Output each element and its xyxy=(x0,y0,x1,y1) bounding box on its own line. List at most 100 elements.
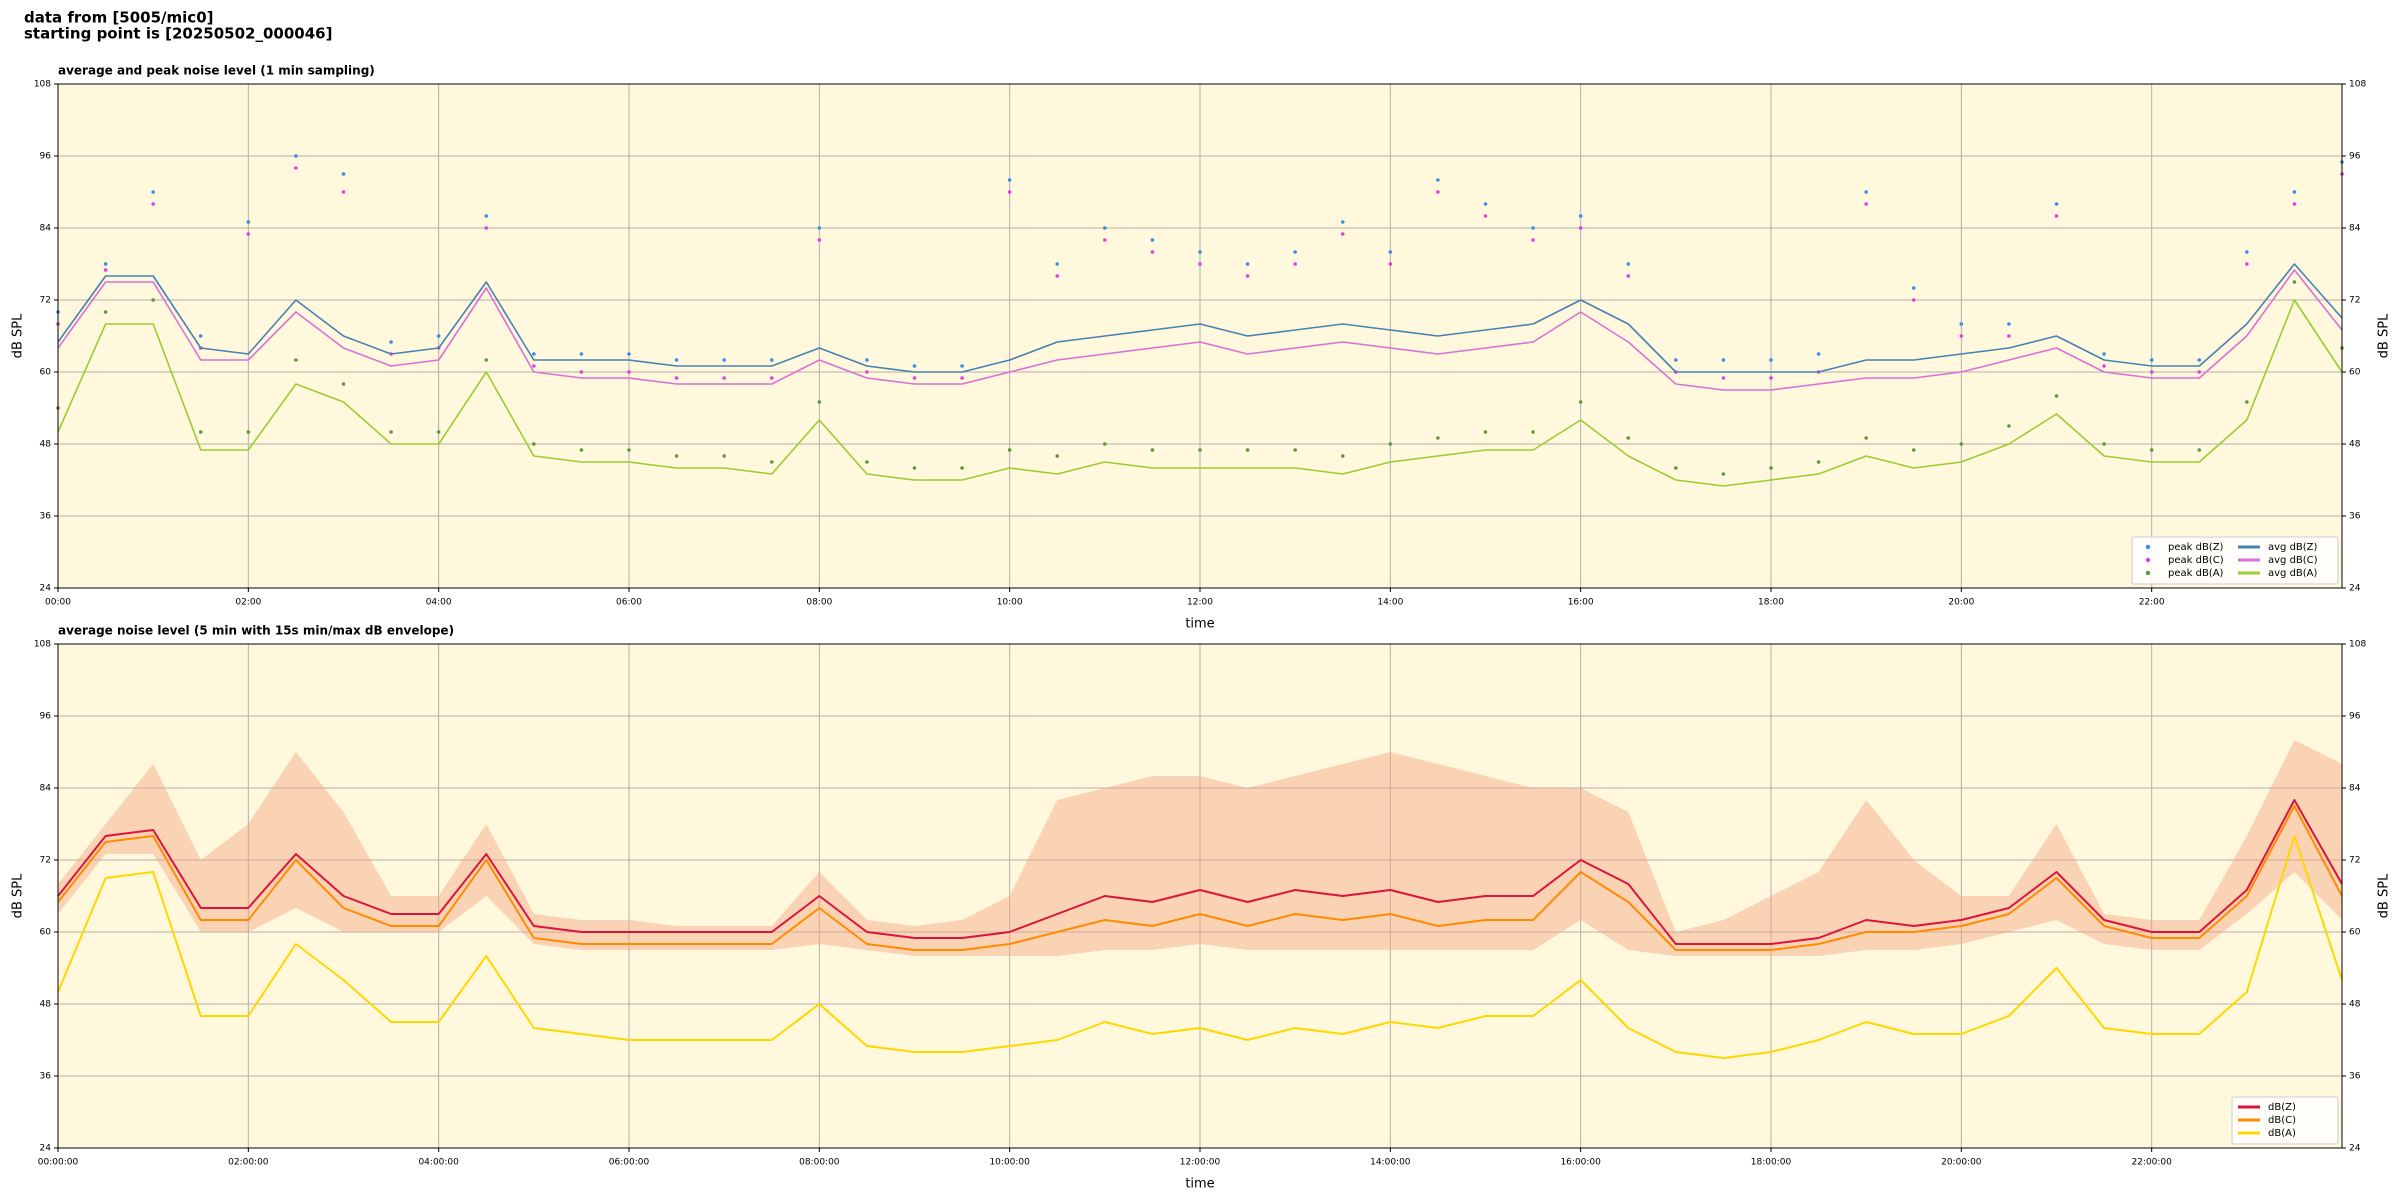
peak-point xyxy=(1245,262,1250,266)
peak-point xyxy=(1721,376,1726,380)
peak-point xyxy=(1816,460,1821,464)
peak-point xyxy=(1007,448,1012,452)
peak-point xyxy=(1150,250,1155,254)
peak-point xyxy=(1911,298,1916,302)
peak-point xyxy=(2007,334,2011,338)
peak-point xyxy=(960,466,964,470)
y2-tick-label: 84 xyxy=(2349,224,2361,234)
x-tick-label: 08:00 xyxy=(806,598,832,608)
peak-point xyxy=(1150,448,1155,452)
peak-point xyxy=(2292,280,2297,284)
peak-point xyxy=(1864,190,1868,194)
peak-point xyxy=(436,430,441,434)
y2-tick-label: 96 xyxy=(2349,152,2361,162)
legend-marker xyxy=(2145,557,2151,563)
peak-point xyxy=(1769,358,1773,362)
peak-point xyxy=(2292,202,2297,206)
peak-point xyxy=(1483,214,1488,218)
peak-point xyxy=(1816,352,1821,356)
peak-point xyxy=(1293,448,1297,452)
peak-point xyxy=(1293,250,1297,254)
peak-point xyxy=(1959,442,1964,446)
peak-point xyxy=(1198,250,1202,254)
legend-marker xyxy=(2145,544,2151,550)
peak-point xyxy=(103,310,108,314)
peak-point xyxy=(2102,364,2106,368)
peak-point xyxy=(1007,178,1012,182)
x-tick-label: 04:00:00 xyxy=(418,1158,459,1168)
peak-point xyxy=(1436,178,1440,182)
x-tick-label: 10:00 xyxy=(997,598,1023,608)
x-tick-label: 20:00:00 xyxy=(1941,1158,1982,1168)
y-tick-label: 24 xyxy=(40,584,52,594)
x-axis-label: time xyxy=(1185,1177,1214,1192)
peak-point xyxy=(865,358,869,362)
peak-point xyxy=(1340,454,1345,458)
y-tick-label: 36 xyxy=(40,512,52,522)
legend-label: peak dB(C) xyxy=(2168,555,2224,566)
legend-label: dB(C) xyxy=(2268,1115,2296,1126)
plot-frame xyxy=(57,643,2343,1149)
peak-point xyxy=(1198,262,1202,266)
peak-point xyxy=(2197,358,2202,362)
y2-tick-label: 48 xyxy=(2349,1000,2361,1010)
y2-tick-label: 60 xyxy=(2349,368,2361,378)
peak-point xyxy=(817,400,822,404)
peak-point xyxy=(865,460,869,464)
peak-point xyxy=(674,454,679,458)
peak-point xyxy=(1674,358,1678,362)
peak-point xyxy=(532,352,536,356)
y2-tick-label: 60 xyxy=(2349,928,2361,938)
series-line xyxy=(57,263,2343,373)
peak-point xyxy=(1959,334,1964,338)
peak-point xyxy=(627,370,631,374)
peak-point xyxy=(198,334,203,338)
peak-point xyxy=(1150,238,1155,242)
series-line xyxy=(57,299,2343,487)
header-source: data from [5005/mic0] xyxy=(24,9,214,27)
peak-point xyxy=(1531,238,1535,242)
peak-point xyxy=(1626,436,1631,440)
peak-point xyxy=(246,430,251,434)
peak-point xyxy=(2007,322,2011,326)
legend-label: dB(A) xyxy=(2268,1128,2296,1139)
peak-point xyxy=(246,232,251,236)
peak-point xyxy=(769,460,774,464)
peak-point xyxy=(1340,232,1345,236)
peak-point xyxy=(1055,274,1060,278)
x-tick-label: 00:00:00 xyxy=(38,1158,79,1168)
x-tick-label: 00:00 xyxy=(45,598,71,608)
y-tick-label: 72 xyxy=(40,296,51,306)
x-tick-label: 02:00:00 xyxy=(228,1158,269,1168)
peak-point xyxy=(1103,238,1107,242)
peak-point xyxy=(579,370,584,374)
peak-point xyxy=(2007,424,2011,428)
x-tick-label: 18:00 xyxy=(1758,598,1784,608)
x-tick-label: 14:00 xyxy=(1377,598,1403,608)
y2-tick-label: 36 xyxy=(2349,512,2361,522)
x-tick-label: 14:00:00 xyxy=(1370,1158,1411,1168)
peak-point xyxy=(1388,262,1393,266)
peak-point xyxy=(960,364,964,368)
peak-point xyxy=(627,352,631,356)
y-tick-label: 96 xyxy=(40,152,52,162)
peak-point xyxy=(1436,190,1440,194)
y2-tick-label: 84 xyxy=(2349,784,2361,794)
legend-box xyxy=(2131,536,2339,585)
y-tick-label: 36 xyxy=(40,1072,52,1082)
x-tick-label: 08:00:00 xyxy=(799,1158,840,1168)
y-tick-label: 108 xyxy=(34,640,51,650)
peak-point xyxy=(294,154,298,158)
x-tick-label: 04:00 xyxy=(426,598,452,608)
peak-point xyxy=(2245,400,2249,404)
peak-point xyxy=(2149,370,2154,374)
peak-point xyxy=(2245,250,2249,254)
y2-tick-label: 24 xyxy=(2349,584,2361,594)
peak-point xyxy=(1103,442,1107,446)
peak-point xyxy=(674,376,679,380)
y2-axis-label: dB SPL xyxy=(2377,873,2392,918)
peak-point xyxy=(1198,448,1202,452)
peak-point xyxy=(198,430,203,434)
y-tick-label: 48 xyxy=(40,440,52,450)
peak-point xyxy=(579,448,584,452)
